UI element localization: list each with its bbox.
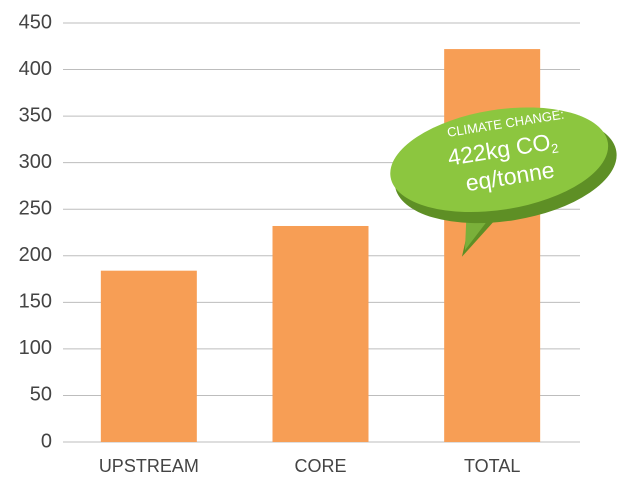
- y-tick-label: 450: [19, 11, 52, 33]
- y-tick-label: 350: [19, 104, 52, 126]
- y-tick-label: 0: [41, 430, 52, 452]
- x-tick-label: UPSTREAM: [99, 456, 199, 476]
- x-tick-label: CORE: [294, 456, 346, 476]
- y-tick-label: 250: [19, 198, 52, 220]
- y-tick-label: 100: [19, 337, 52, 359]
- bars: [101, 49, 540, 442]
- y-tick-label: 50: [30, 384, 52, 406]
- bar: [101, 271, 197, 442]
- y-tick-label: 400: [19, 58, 52, 80]
- y-tick-label: 300: [19, 151, 52, 173]
- x-tick-label: TOTAL: [464, 456, 520, 476]
- y-tick-label: 200: [19, 244, 52, 266]
- bar: [273, 226, 369, 442]
- y-tick-label: 150: [19, 291, 52, 313]
- chart: 0 50 100 150 200 250 300 350 400 450 UPSTREAM CORE T…: [0, 0, 628, 477]
